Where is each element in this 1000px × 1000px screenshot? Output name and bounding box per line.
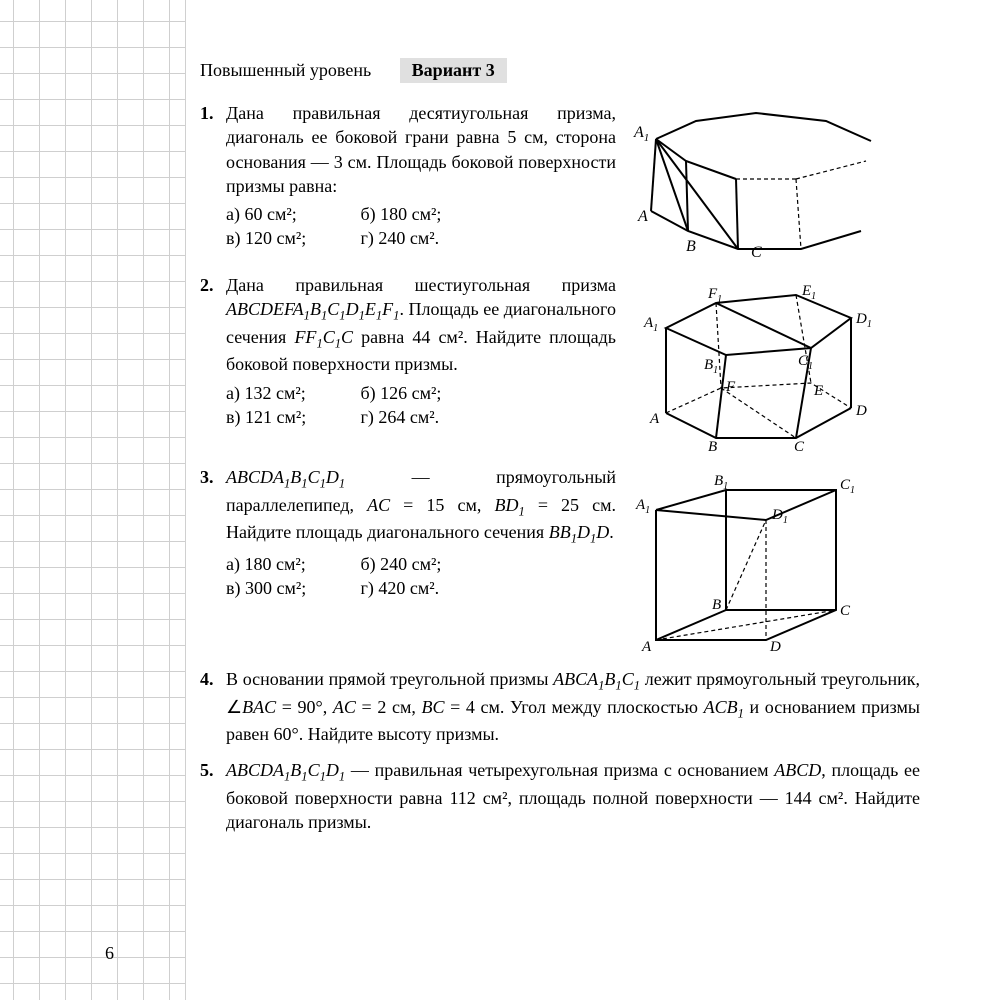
svg-text:F: F [725, 379, 736, 395]
figure-hex-prism: A1 B1 C1 D1 E1 F1 A B C D E F [626, 273, 886, 453]
options: а) 132 см²; б) 126 см²; в) 121 см²; г) 2… [226, 381, 616, 430]
problem-body: Дана правильная десятиугольная призма, д… [226, 101, 616, 251]
options: а) 180 см²; б) 240 см²; в) 300 см²; г) 4… [226, 552, 616, 601]
page: Повышенный уровень Вариант 3 1. Дана пра… [0, 0, 1000, 1000]
svg-text:A: A [641, 639, 652, 655]
opt-b: б) 126 см²; [361, 383, 442, 403]
svg-text:E: E [813, 383, 823, 399]
figure-decagon-prism: A1 A B C [626, 101, 886, 261]
problem-2: 2. Дана правильная шестиугольная призма … [200, 273, 920, 453]
problem-body: Дана правильная шестиугольная призма ABC… [226, 273, 616, 429]
svg-text:A: A [637, 208, 648, 225]
level-label: Повышенный уровень [200, 60, 371, 80]
opt-b: б) 240 см²; [361, 554, 442, 574]
problem-number: 3. [200, 465, 226, 489]
opt-d: г) 264 см². [361, 407, 440, 427]
problem-body: ABCDA1B1C1D1 — правильная четырехугольна… [226, 758, 920, 834]
svg-text:B: B [686, 238, 696, 255]
opt-a: а) 60 см²; [226, 202, 356, 226]
svg-text:C: C [840, 603, 851, 619]
svg-text:C: C [751, 244, 762, 261]
svg-text:A: A [649, 411, 660, 427]
page-number: 6 [105, 943, 114, 964]
options: а) 60 см²; б) 180 см²; в) 120 см²; г) 24… [226, 202, 616, 251]
problem-text: Дана правильная шестиугольная призма ABC… [226, 273, 616, 377]
opt-d: г) 420 см². [361, 578, 440, 598]
problem-3: 3. ABCDA1B1C1D1 — прямоугольный параллел… [200, 465, 920, 655]
problem-text: Дана правильная десятиугольная призма, д… [226, 101, 616, 198]
svg-text:A1: A1 [633, 124, 649, 144]
svg-text:D: D [855, 403, 867, 419]
header: Повышенный уровень Вариант 3 [200, 58, 920, 83]
opt-a: а) 180 см²; [226, 552, 356, 576]
svg-text:C: C [794, 439, 805, 453]
problem-body: В основании прямой треугольной призмы AB… [226, 667, 920, 746]
svg-text:C1: C1 [840, 477, 855, 496]
svg-text:B: B [708, 439, 717, 453]
opt-c: в) 121 см²; [226, 405, 356, 429]
svg-text:B: B [712, 597, 721, 613]
opt-c: в) 120 см²; [226, 226, 356, 250]
svg-text:F1: F1 [707, 286, 722, 305]
opt-b: б) 180 см²; [361, 204, 442, 224]
problem-text: ABCDA1B1C1D1 — прямоугольный параллелепи… [226, 465, 616, 548]
graph-paper-sidebar [0, 0, 186, 1000]
problem-1: 1. Дана правильная десятиугольная призма… [200, 101, 920, 261]
problem-number: 4. [200, 667, 226, 691]
problem-number: 2. [200, 273, 226, 297]
content-area: Повышенный уровень Вариант 3 1. Дана пра… [200, 58, 920, 847]
svg-text:B1: B1 [714, 473, 728, 492]
svg-text:C1: C1 [798, 353, 813, 372]
svg-text:A1: A1 [635, 497, 650, 516]
problem-number: 5. [200, 758, 226, 782]
svg-text:E1: E1 [801, 283, 816, 302]
problem-number: 1. [200, 101, 226, 125]
opt-a: а) 132 см²; [226, 381, 356, 405]
variant-label: Вариант 3 [400, 58, 507, 83]
problem-body: ABCDA1B1C1D1 — прямоугольный параллелепи… [226, 465, 616, 600]
figure-cuboid: A1 B1 C1 D1 A B C D [626, 465, 866, 655]
problem-4: 4. В основании прямой треугольной призмы… [200, 667, 920, 746]
opt-c: в) 300 см²; [226, 576, 356, 600]
opt-d: г) 240 см². [361, 228, 440, 248]
svg-text:D: D [769, 639, 781, 655]
svg-text:D1: D1 [771, 507, 788, 526]
svg-text:B1: B1 [704, 357, 718, 376]
svg-text:A1: A1 [643, 315, 658, 334]
svg-text:D1: D1 [855, 311, 872, 330]
problem-5: 5. ABCDA1B1C1D1 — правильная четырехугол… [200, 758, 920, 834]
